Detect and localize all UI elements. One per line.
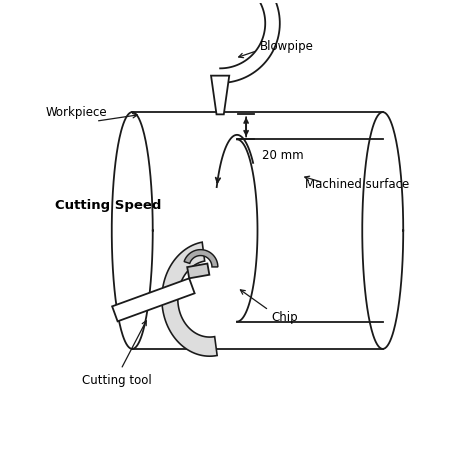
Text: Machined surface: Machined surface <box>305 178 410 191</box>
Text: Cutting tool: Cutting tool <box>82 374 152 387</box>
Text: Blowpipe: Blowpipe <box>260 40 314 53</box>
Polygon shape <box>162 242 217 356</box>
Text: Chip: Chip <box>271 311 298 324</box>
Text: Workpiece: Workpiece <box>46 106 107 118</box>
Text: Cutting Speed: Cutting Speed <box>55 199 161 212</box>
Polygon shape <box>211 76 229 114</box>
Polygon shape <box>184 249 218 267</box>
Polygon shape <box>187 264 210 278</box>
Text: 20 mm: 20 mm <box>262 149 304 162</box>
Polygon shape <box>112 278 195 321</box>
